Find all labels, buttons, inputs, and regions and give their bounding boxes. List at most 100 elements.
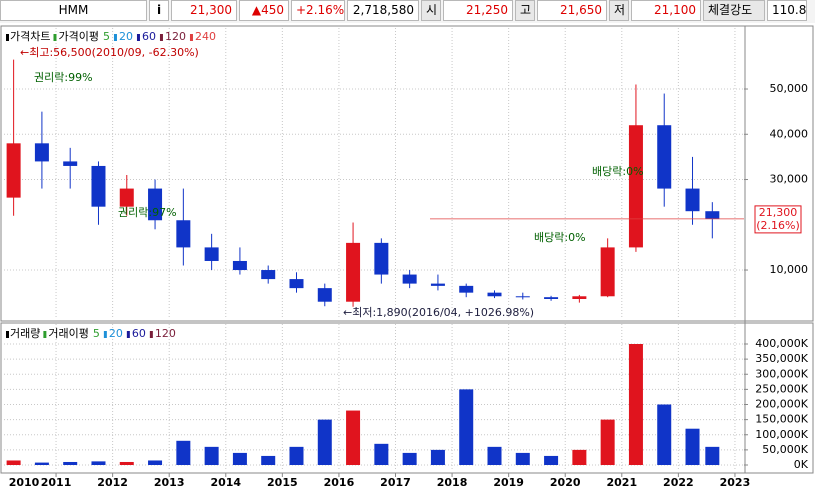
candle-body: [34, 143, 49, 162]
candle-body: [261, 270, 276, 280]
legend-swatch: [159, 34, 163, 41]
volume-bar: [148, 460, 163, 466]
candle-body: [572, 296, 587, 299]
legend-swatch: [149, 331, 153, 338]
volume-bar: [705, 446, 720, 466]
legend-item: 5: [103, 30, 110, 43]
annotation: 권리락:97%: [118, 206, 177, 219]
legend-item: 120: [155, 327, 176, 340]
y-tick-label: 10,000: [770, 263, 809, 276]
x-tick-label: 2011: [41, 476, 72, 489]
volume-bar: [34, 462, 49, 466]
x-tick-label: 2020: [550, 476, 581, 489]
x-tick-label: 2016: [324, 476, 355, 489]
y-tick-label: 350,000K: [755, 352, 808, 365]
y-tick-label: 150,000K: [755, 413, 808, 426]
x-tick-label: 2012: [97, 476, 128, 489]
candle-body: [628, 125, 643, 248]
strength: 110.8: [767, 0, 807, 21]
volume-bar: [459, 389, 474, 466]
legend-item: 20: [119, 30, 133, 43]
y-tick-label: 400,000K: [755, 337, 808, 350]
legend-ma-title: 거래이평: [48, 327, 88, 340]
open-label: 시: [421, 0, 441, 21]
x-tick-label: 2014: [210, 476, 241, 489]
candle-body: [600, 247, 615, 297]
volume-bar: [572, 449, 587, 466]
legend-swatch: [6, 331, 9, 338]
x-tick-label: 2017: [380, 476, 411, 489]
strength-label: 체결강도: [703, 0, 765, 21]
y-tick-label: 300,000K: [755, 367, 808, 380]
y-tick-label: 0K: [794, 458, 809, 471]
volume-panel: [0, 322, 814, 474]
candle-body: [176, 220, 191, 248]
candle-body: [91, 165, 106, 207]
price: 21,300: [171, 0, 237, 21]
y-tick-label: 200,000K: [755, 398, 808, 411]
legend-item: 60: [142, 30, 156, 43]
price-tag-change: (2.16%): [756, 219, 800, 232]
candle-body: [705, 211, 720, 219]
annotation: 배당락:0%: [534, 231, 586, 244]
legend-item: 240: [195, 30, 216, 43]
candle-body: [685, 188, 700, 212]
high: 21,650: [537, 0, 607, 21]
x-tick-label: 2015: [267, 476, 298, 489]
legend-swatch: [53, 34, 57, 41]
candle-body: [657, 125, 672, 189]
candle-body: [232, 260, 247, 271]
legend-item: 20: [109, 327, 123, 340]
volume-bar: [402, 452, 417, 466]
legend-item: 120: [165, 30, 186, 43]
y-tick-label: 30,000: [770, 173, 809, 186]
change: ▲450: [239, 0, 289, 21]
volume-bar: [685, 428, 700, 466]
x-tick-label: 2013: [154, 476, 185, 489]
price-panel: [0, 25, 814, 322]
y-tick-label: 50,000: [770, 82, 809, 95]
x-tick-label: 2019: [493, 476, 524, 489]
price-tag: 21,300: [759, 206, 798, 219]
low-label: 저: [609, 0, 629, 21]
candle-body: [289, 279, 304, 289]
candle-body: [515, 296, 530, 298]
legend-swatch: [103, 331, 107, 338]
volume-bar: [119, 461, 134, 466]
volume-bar: [289, 446, 304, 466]
annotation: 권리락:99%: [34, 71, 93, 84]
y-tick-label: 40,000: [770, 127, 809, 140]
legend-item: 60: [132, 327, 146, 340]
candle-body: [6, 143, 21, 198]
legend-title: 가격차트: [10, 30, 50, 43]
annotation: ←최저:1,890(2016/04, +1026.98%): [343, 306, 534, 319]
y-tick-label: 250,000K: [755, 382, 808, 395]
x-tick-label: 2018: [437, 476, 468, 489]
y-tick-label: 50,000K: [762, 443, 808, 456]
volume-bar: [6, 460, 21, 466]
volume-bar: [374, 443, 389, 466]
volume-bar: [487, 446, 502, 466]
candle-body: [402, 274, 417, 284]
volume-bar: [204, 446, 219, 466]
candle-body: [430, 283, 445, 286]
volume-bar: [515, 452, 530, 466]
legend-swatch: [43, 331, 47, 338]
price-tag-box: [754, 205, 802, 234]
symbol[interactable]: HMM: [0, 0, 147, 21]
candle-body: [487, 292, 502, 297]
candle-body: [459, 285, 474, 293]
legend-swatch: [113, 34, 117, 41]
legend-swatch: [6, 34, 9, 41]
volume: 2,718,580: [347, 0, 419, 21]
annotation: ←최고:56,500(2010/09, -62.30%): [20, 46, 199, 59]
x-tick-label: 2022: [663, 476, 694, 489]
candle-body: [148, 188, 163, 221]
open: 21,250: [443, 0, 513, 21]
volume-bar: [628, 344, 643, 466]
y-tick-label: 100,000K: [755, 428, 808, 441]
volume-bar: [176, 440, 191, 466]
info-button[interactable]: i: [149, 0, 169, 21]
candle-body: [63, 161, 78, 166]
